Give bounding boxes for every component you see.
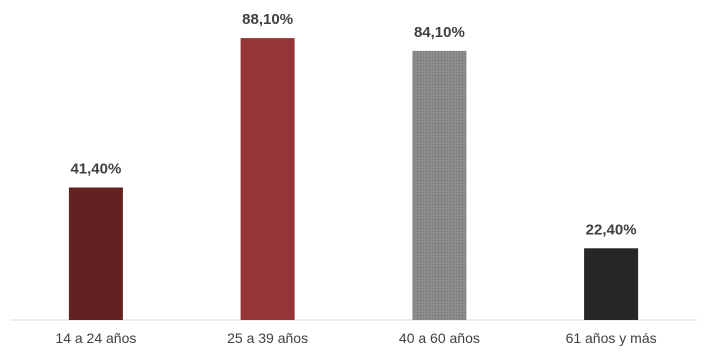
- data-label-1: 41,40%: [70, 161, 121, 178]
- bar-2: [240, 38, 295, 320]
- data-label-4: 22,40%: [586, 221, 637, 238]
- data-label-2: 88,10%: [242, 11, 293, 28]
- x-tick-label-2: 25 a 39 años: [227, 330, 308, 346]
- data-label-3: 84,10%: [414, 24, 465, 41]
- x-tick-label-1: 14 a 24 años: [55, 330, 136, 346]
- x-tick-label-4: 61 años y más: [566, 330, 657, 346]
- x-tick-label-3: 40 a 60 años: [399, 330, 480, 346]
- bar-3: [412, 50, 467, 321]
- bar-4: [584, 248, 639, 320]
- bar-1: [68, 187, 123, 320]
